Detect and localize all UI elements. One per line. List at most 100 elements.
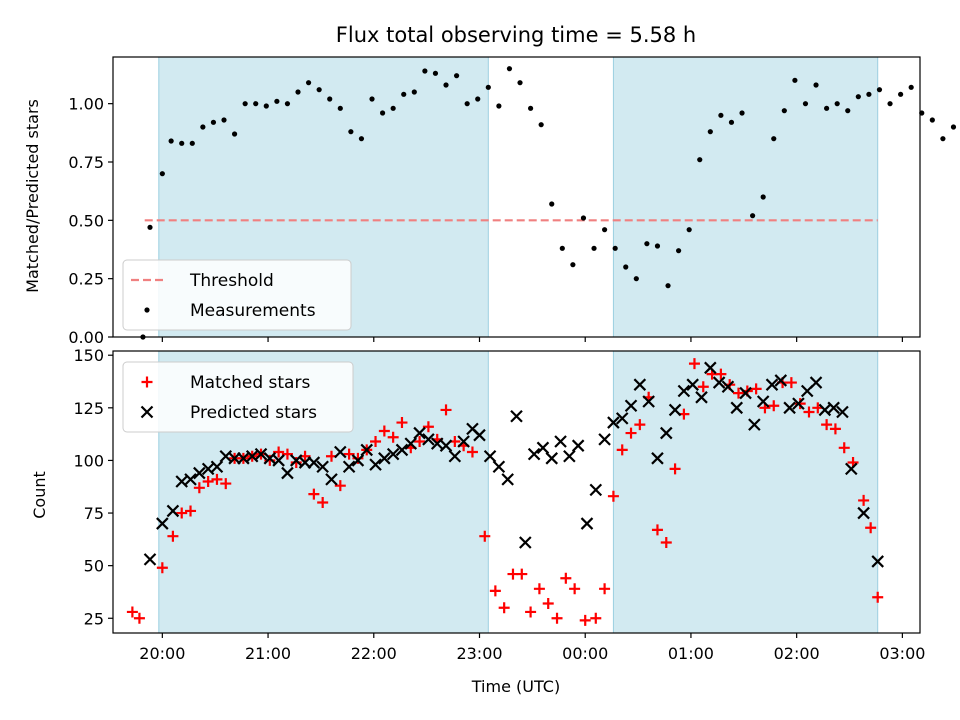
legend-label: Predicted stars — [190, 403, 317, 423]
measurement-point — [453, 73, 460, 79]
legend-marker-swatch — [140, 405, 154, 419]
predicted-star-point — [580, 517, 594, 530]
measurement-point — [210, 119, 217, 125]
matched-star-point — [858, 494, 870, 506]
matched-star-point — [838, 442, 850, 454]
predicted-star-point — [765, 378, 779, 391]
x-tick-label: 20:00 — [139, 644, 185, 663]
bottom-legend: Matched stars Predicted stars — [122, 361, 354, 433]
matched-star-point — [220, 478, 232, 490]
predicted-star-point — [510, 409, 523, 423]
measurement-point — [802, 101, 809, 107]
legend-label: Matched stars — [190, 373, 310, 393]
matched-star-point — [865, 522, 877, 534]
matched-star-point — [211, 473, 223, 485]
predicted-star-point — [871, 555, 884, 568]
predicted-star-point — [809, 376, 823, 389]
measurement-point — [316, 87, 322, 93]
measurement-point — [242, 101, 248, 107]
matched-star-point — [167, 530, 179, 542]
predicted-star-point — [739, 386, 752, 400]
measurement-point — [559, 245, 565, 251]
top-y-axis-label: Matched/Predicted stars — [23, 99, 42, 293]
matched-star-point — [479, 530, 491, 542]
predicted-star-point — [624, 399, 638, 412]
matched-star-point — [821, 419, 833, 431]
predicted-star-point — [272, 454, 285, 467]
predicted-star-point — [536, 441, 550, 455]
measurement-point — [189, 140, 195, 146]
measurement-point — [929, 117, 935, 123]
predicted-star-point — [668, 403, 682, 417]
measurement-point — [739, 110, 745, 116]
matched-star-point — [352, 452, 364, 464]
predicted-star-point — [473, 428, 486, 442]
top-panel: 0.00 0.25 0.50 0.75 1.00 Threshold Measuremen… — [68, 56, 957, 347]
measurement-point — [676, 248, 682, 254]
matched-star-point — [133, 612, 145, 624]
matched-star-point — [634, 419, 646, 431]
measurement-point — [358, 136, 365, 142]
measurement-point — [697, 157, 703, 163]
measurement-point — [834, 101, 840, 107]
bottom-panel: 25 50 75 100 125 150 20:00 21:00 22:00 23:00 00:00… — [73, 346, 925, 663]
measurement-point — [665, 283, 671, 289]
measurement-point — [263, 103, 269, 109]
matched-star-point — [829, 423, 841, 435]
predicted-star-point — [845, 462, 858, 476]
measurement-point — [464, 101, 470, 107]
predicted-star-point — [783, 401, 796, 415]
predicted-star-point — [316, 460, 329, 474]
measurement-point — [411, 89, 417, 95]
matched-star-point — [343, 448, 355, 460]
predicted-star-point — [325, 473, 338, 486]
matched-star-point — [560, 572, 572, 584]
predicted-star-point — [193, 466, 206, 480]
matched-star-point — [715, 368, 727, 380]
matched-star-point — [370, 435, 382, 447]
matched-star-point — [281, 448, 293, 460]
measurement-point — [231, 131, 238, 137]
predicted-star-point — [519, 536, 532, 549]
measurement-point — [496, 103, 502, 109]
measurement-point — [549, 201, 555, 207]
matched-star-point — [803, 406, 815, 418]
measurement-point — [369, 96, 375, 102]
measurement-point — [644, 241, 650, 247]
measurement-point — [147, 224, 153, 230]
measurement-point — [327, 96, 333, 102]
x-tick-label: 02:00 — [774, 644, 820, 663]
measurement-point — [718, 112, 724, 118]
predicted-star-point — [686, 378, 699, 391]
predicted-star-point — [545, 452, 559, 465]
predicted-star-point — [360, 443, 374, 457]
predicted-star-point — [369, 458, 382, 471]
predicted-star-point — [483, 449, 497, 463]
top-legend: Threshold Measurements — [122, 259, 352, 331]
matched-star-point — [616, 444, 628, 456]
predicted-star-point — [615, 412, 629, 425]
predicted-star-point — [351, 454, 365, 467]
measurement-point — [168, 138, 174, 144]
measurement-point — [443, 82, 449, 88]
predicted-star-point — [395, 443, 409, 457]
predicted-star-point — [704, 361, 717, 375]
predicted-star-point — [166, 504, 180, 518]
measurement-point — [750, 213, 756, 219]
measurement-point — [781, 108, 787, 114]
predicted-star-point — [748, 418, 761, 431]
x-tick-label: 21:00 — [245, 644, 291, 663]
legend-label: Threshold — [189, 271, 274, 291]
legend-box — [122, 361, 354, 433]
predicted-star-point — [633, 378, 647, 391]
predicted-star-point — [334, 445, 347, 459]
predicted-star-point — [651, 452, 664, 465]
legend-marker-swatch — [141, 376, 153, 388]
predicted-star-point — [836, 405, 849, 419]
y-tick-label: 75 — [84, 504, 104, 523]
x-tick-label: 23:00 — [456, 644, 502, 663]
y-tick-label: 0.00 — [68, 328, 104, 347]
predicted-star-point — [554, 435, 567, 448]
predicted-star-point — [404, 437, 418, 450]
